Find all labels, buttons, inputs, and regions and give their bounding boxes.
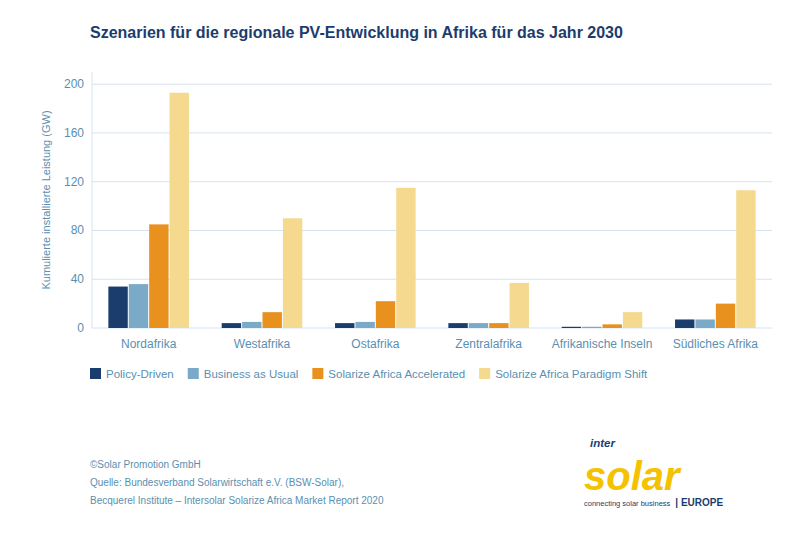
bar [603,324,622,328]
legend-label: Solarize Africa Paradigm Shift [495,368,648,380]
legend-swatch [479,368,490,379]
legend-swatch [188,368,199,379]
legend-item: Solarize Africa Accelerated [312,368,465,380]
bar [489,323,508,328]
legend-label: Business as Usual [204,368,299,380]
bar [242,322,261,328]
bar [736,190,755,328]
y-tick-label: 80 [71,223,85,237]
legend-item: Business as Usual [188,368,299,380]
chart: Szenarien für die regionale PV-Entwicklu… [0,0,800,533]
legend-item: Solarize Africa Paradigm Shift [479,368,648,380]
bar [623,312,642,328]
footer-text: ©Solar Promotion GmbH [90,459,201,470]
logo-text: inter [590,437,615,449]
bars [108,93,755,328]
x-tick-label: Nordafrika [121,337,177,351]
legend-label: Solarize Africa Accelerated [328,368,465,380]
grid-line [92,279,772,280]
y-axis-line [92,72,93,328]
logo-text: solar [584,454,682,498]
legend: Policy-Driven Business as Usual Solarize A… [90,368,648,380]
bar [263,312,282,328]
footer-text: Becquerel Institute – Intersolar Solariz… [90,495,384,506]
legend-swatch [312,368,323,379]
y-tick-label: 0 [77,321,84,335]
y-tick-label: 160 [64,126,84,140]
legend-item: Policy-Driven [90,368,174,380]
legend-swatch [90,368,101,379]
background [0,0,800,533]
bar [582,327,601,328]
x-tick-label: Afrikanische Inseln [552,337,653,351]
legend-label: Policy-Driven [106,368,174,380]
grid-line [92,132,772,133]
bar [469,323,488,328]
x-tick-label: Ostafrika [351,337,399,351]
bar [376,301,395,328]
grid-line [92,181,772,182]
bar [222,323,241,328]
x-tick-label: Zentralafrika [455,337,522,351]
bar [108,287,127,328]
bar [283,218,302,328]
x-tick-label: Westafrika [234,337,291,351]
bar [355,322,374,328]
grid [92,84,772,328]
grid-line [92,328,772,329]
y-tick-label: 120 [64,175,84,189]
bar [129,284,148,328]
grid-line [92,84,772,85]
bar [170,93,189,328]
annotations: ©Solar Promotion GmbH Quelle: Bundesverba… [90,437,723,508]
title: Szenarien für die regionale PV-Entwicklu… [90,24,623,41]
y-tick-label: 40 [71,272,85,286]
bar [149,224,168,328]
grid-line [92,230,772,231]
bar [695,319,714,328]
logo-text: | EUROPE [675,497,723,508]
bar [335,323,354,328]
x-tick-label: Südliches Afrika [673,337,759,351]
footer-text: Quelle: Bundesverband Solarwirtschaft e.… [90,477,344,488]
bar [510,283,529,328]
bar [396,188,415,328]
y-tick-label: 200 [64,77,84,91]
logo-text: connecting solar business [584,499,671,508]
bar [675,319,694,328]
bar [448,323,467,328]
bar [716,304,735,328]
bar [562,327,581,328]
y-axis-label: Kumulierte installierte Leistung (GW) [40,110,52,289]
